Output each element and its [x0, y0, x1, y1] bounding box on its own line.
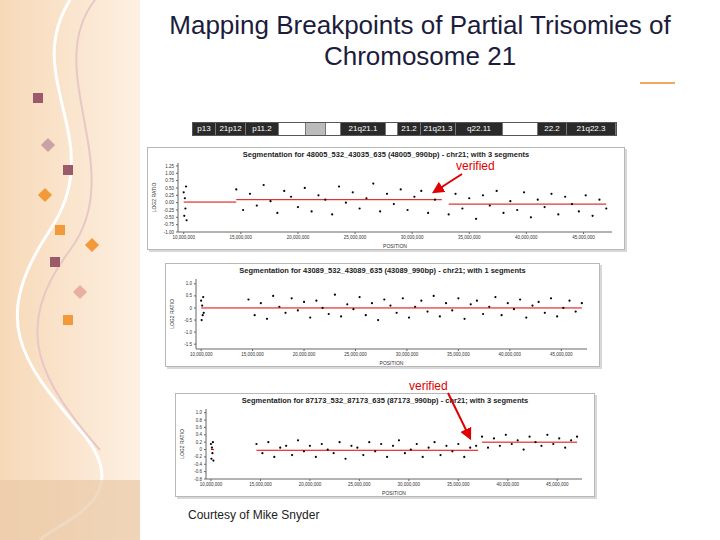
html-text:Segmentation for 87173_532_871: Segmentation for 87173_532_87173_635 (87… — [241, 396, 529, 405]
svg-text:-0.6: -0.6 — [194, 469, 202, 474]
svg-text:1.00: 1.00 — [165, 171, 174, 176]
svg-text:1.0: 1.0 — [196, 410, 203, 415]
svg-text:0.50: 0.50 — [165, 186, 174, 191]
svg-text:45,000,000: 45,000,000 — [572, 235, 595, 240]
svg-text:1.25: 1.25 — [165, 164, 174, 169]
svg-text:0.5: 0.5 — [186, 293, 193, 298]
svg-text:-0.50: -0.50 — [164, 215, 175, 220]
svg-text:0.25: 0.25 — [165, 193, 174, 198]
html-text:p13: p13 — [197, 124, 211, 133]
svg-text:POSITION: POSITION — [380, 360, 404, 365]
svg-text:LOG2 RATIO: LOG2 RATIO — [179, 429, 185, 459]
svg-text:LOG2 RATIO: LOG2 RATIO — [151, 183, 157, 213]
svg-text:-1.5: -1.5 — [184, 342, 192, 347]
svg-text:20,000,000: 20,000,000 — [287, 235, 310, 240]
svg-text:POSITION: POSITION — [382, 490, 406, 495]
svg-text:-0.25: -0.25 — [164, 208, 175, 213]
svg-text:45,000,000: 45,000,000 — [550, 352, 573, 357]
svg-text:0: 0 — [189, 306, 192, 311]
svg-text:35,000,000: 35,000,000 — [447, 352, 470, 357]
svg-text:0.75: 0.75 — [165, 178, 174, 183]
svg-text:0.6: 0.6 — [196, 425, 203, 430]
html-text:Segmentation for 48005_532_430: Segmentation for 48005_532_43035_635 (48… — [242, 150, 530, 159]
svg-text:35,000,000: 35,000,000 — [447, 482, 470, 487]
html-text:Mapping Breakpoints of Partial: Mapping Breakpoints of Partial Trisomies… — [169, 10, 671, 71]
svg-text:-1.0: -1.0 — [184, 330, 192, 335]
html-text:q22.11: q22.11 — [467, 124, 491, 133]
html-text:21p12: 21p12 — [219, 124, 242, 133]
svg-text:40,000,000: 40,000,000 — [499, 352, 522, 357]
svg-text:45,000,000: 45,000,000 — [546, 482, 569, 487]
svg-text:0.2: 0.2 — [196, 440, 203, 445]
svg-text:20,000,000: 20,000,000 — [299, 482, 322, 487]
svg-text:0: 0 — [199, 447, 202, 452]
svg-text:0.00: 0.00 — [165, 200, 174, 205]
svg-text:30,000,000: 30,000,000 — [401, 235, 424, 240]
svg-text:20,000,000: 20,000,000 — [293, 352, 316, 357]
svg-text:15,000,000: 15,000,000 — [230, 235, 253, 240]
svg-text:30,000,000: 30,000,000 — [398, 482, 421, 487]
svg-text:LOG2 RATIO: LOG2 RATIO — [169, 299, 175, 329]
html-text:21.2: 21.2 — [401, 124, 417, 133]
svg-text:-0.75: -0.75 — [164, 222, 175, 227]
svg-text:0.8: 0.8 — [196, 418, 203, 423]
svg-text:POSITION: POSITION — [383, 243, 407, 248]
svg-text:-0.5: -0.5 — [184, 318, 192, 323]
svg-text:10,000,000: 10,000,000 — [200, 482, 223, 487]
html-text:21q21.1: 21q21.1 — [348, 124, 378, 133]
svg-text:-0.4: -0.4 — [194, 462, 202, 467]
svg-text:25,000,000: 25,000,000 — [344, 235, 367, 240]
svg-text:15,000,000: 15,000,000 — [249, 482, 272, 487]
svg-text:-0.8: -0.8 — [194, 477, 202, 482]
svg-text:verified: verified — [456, 159, 495, 173]
svg-text:30,000,000: 30,000,000 — [396, 352, 419, 357]
html-text:p11.2: p11.2 — [252, 124, 272, 133]
html-text:21q22.3: 21q22.3 — [576, 124, 606, 133]
html-text:Courtesy of Mike Snyder: Courtesy of Mike Snyder — [188, 508, 320, 522]
svg-text:25,000,000: 25,000,000 — [344, 352, 367, 357]
svg-text:25,000,000: 25,000,000 — [348, 482, 371, 487]
svg-text:verified: verified — [409, 379, 448, 393]
svg-text:1.0: 1.0 — [186, 281, 193, 286]
svg-text:-0.2: -0.2 — [194, 454, 202, 459]
svg-text:0.4: 0.4 — [196, 432, 203, 437]
svg-text:10,000,000: 10,000,000 — [172, 235, 195, 240]
html-text:21q21.3: 21q21.3 — [423, 124, 453, 133]
html-text:22.2: 22.2 — [544, 124, 560, 133]
html-text:Segmentation for 43089_532_430: Segmentation for 43089_532_43089_635 (43… — [239, 266, 526, 275]
svg-text:-1.00: -1.00 — [164, 230, 175, 235]
svg-text:10,000,000: 10,000,000 — [190, 352, 213, 357]
svg-text:40,000,000: 40,000,000 — [497, 482, 520, 487]
svg-text:40,000,000: 40,000,000 — [515, 235, 538, 240]
svg-text:35,000,000: 35,000,000 — [458, 235, 481, 240]
svg-text:15,000,000: 15,000,000 — [241, 352, 264, 357]
